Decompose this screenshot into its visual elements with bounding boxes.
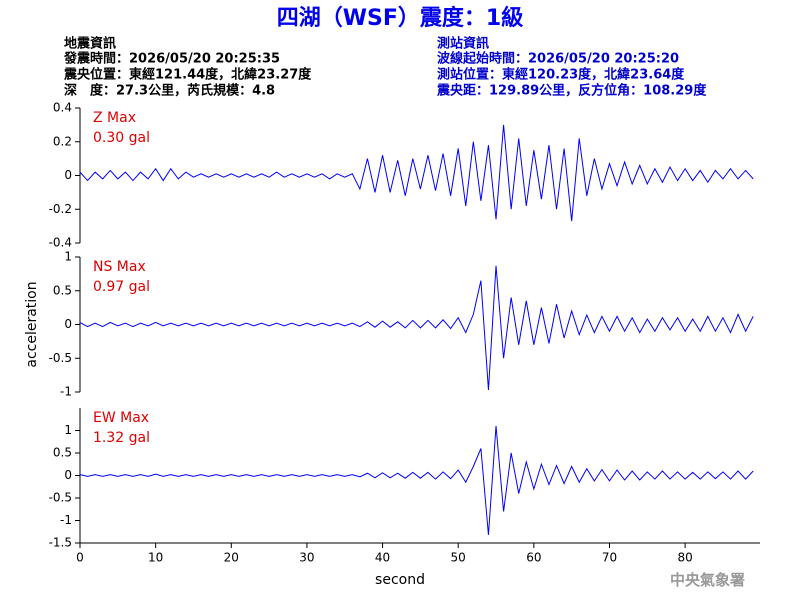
y-tick-label: 0 xyxy=(64,168,72,182)
annotation: EW Max xyxy=(93,410,149,426)
y-tick-label: 0 xyxy=(64,468,72,482)
y-tick-label: 0 xyxy=(64,317,72,331)
y-tick-label: -0.5 xyxy=(49,351,72,365)
y-tick-label: 0.2 xyxy=(53,134,72,148)
station-start: 波線起始時間：2026/05/20 20:25:20 xyxy=(437,51,679,67)
waveform xyxy=(79,124,754,222)
y-tick-label: -1.5 xyxy=(49,536,72,550)
x-tick-label: 20 xyxy=(224,551,239,565)
y-tick-label: -0.2 xyxy=(49,202,72,216)
waveform xyxy=(79,265,754,391)
y-tick-label: 0.4 xyxy=(53,101,72,115)
y-tick-label: 1 xyxy=(64,250,72,264)
annotation: 0.30 gal xyxy=(93,130,150,146)
x-tick-label: 40 xyxy=(375,551,390,565)
x-axis-label: second xyxy=(375,572,425,588)
x-tick-label: 10 xyxy=(148,551,163,565)
y-tick-label: 1 xyxy=(64,423,72,437)
station-heading: 測站資訊 xyxy=(437,36,489,52)
footer: 中央氣象署 xyxy=(670,571,745,589)
title: 四湖（WSF）震度：1級 xyxy=(277,5,523,31)
x-tick-label: 60 xyxy=(526,551,541,565)
y-tick-label: -1 xyxy=(60,513,72,527)
station-location: 測站位置：東經120.23度，北緯23.64度 xyxy=(437,67,685,83)
y-tick-label: 0.5 xyxy=(53,283,72,297)
y-axis-label: acceleration xyxy=(24,281,40,367)
y-tick-label: -1 xyxy=(60,385,72,399)
x-tick-label: 30 xyxy=(299,551,314,565)
annotation: Z Max xyxy=(93,110,136,126)
station-distance: 震央距：129.89公里，反方位角：108.29度 xyxy=(436,83,707,99)
event-location: 震央位置：東經121.44度，北緯23.27度 xyxy=(63,67,312,83)
event-heading: 地震資訊 xyxy=(64,36,116,52)
x-tick-label: 50 xyxy=(451,551,466,565)
annotation: 1.32 gal xyxy=(93,430,150,446)
y-tick-label: -0.5 xyxy=(49,491,72,505)
x-tick-label: 80 xyxy=(677,551,692,565)
y-tick-label: 0.5 xyxy=(53,446,72,460)
annotation: 0.97 gal xyxy=(93,279,150,295)
event-depth: 深 度：27.3公里，芮氏規模：4.8 xyxy=(64,83,275,99)
annotation: NS Max xyxy=(93,259,146,275)
x-tick-label: 70 xyxy=(602,551,617,565)
waveform xyxy=(79,425,754,535)
x-tick-label: 0 xyxy=(76,551,84,565)
y-tick-label: -0.4 xyxy=(49,236,72,250)
event-time: 發震時間：2026/05/20 20:25:35 xyxy=(63,51,280,67)
